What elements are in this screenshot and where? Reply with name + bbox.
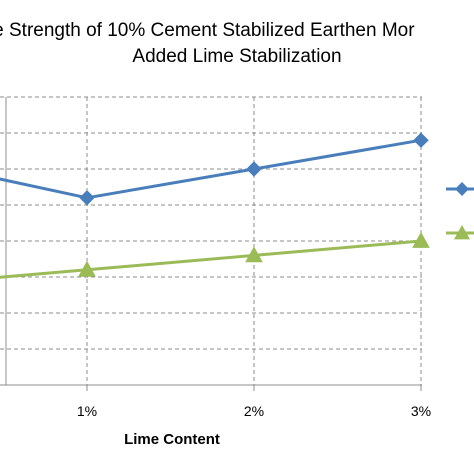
data-point xyxy=(79,190,95,206)
series-line xyxy=(0,239,422,279)
legend-entry-2 xyxy=(446,225,474,240)
x-tick-label: 3% xyxy=(411,403,431,419)
axes xyxy=(0,97,422,391)
x-tick-label: 1% xyxy=(77,403,97,419)
legend xyxy=(446,182,474,240)
legend-marker xyxy=(454,225,470,240)
chart-title-line-2: Added Lime Stabilization xyxy=(132,46,342,67)
series-2 xyxy=(0,231,430,279)
legend-marker xyxy=(455,182,469,196)
data-point xyxy=(245,246,263,263)
data-point xyxy=(413,132,429,148)
grid xyxy=(0,96,422,385)
chart-title-line-1: ive Strength of 10% Cement Stabilized Ea… xyxy=(0,20,415,41)
series-line xyxy=(0,138,422,200)
data-point xyxy=(78,260,96,277)
legend-entry-1 xyxy=(446,182,474,196)
series-1 xyxy=(0,132,429,206)
x-tick-label: 2% xyxy=(244,403,264,419)
data-point xyxy=(412,231,430,248)
x-tick-labels: 1% 2% 3% xyxy=(77,403,431,419)
x-axis-label: Lime Content xyxy=(124,431,220,448)
data-point xyxy=(246,161,262,177)
series-layer xyxy=(0,132,430,279)
